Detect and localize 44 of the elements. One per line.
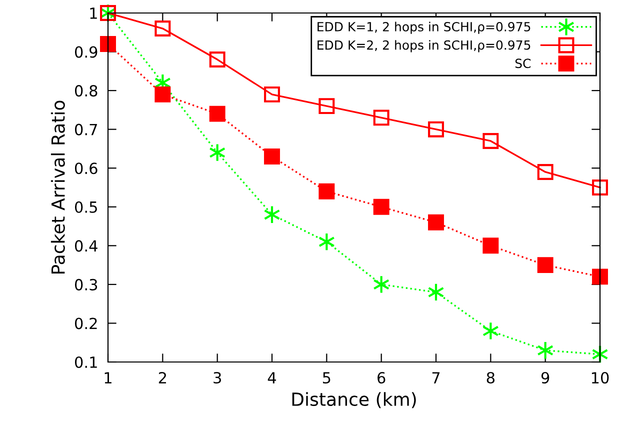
point [482, 238, 499, 254]
point [264, 148, 280, 164]
y-tick-label: 0.4 [74, 240, 98, 252]
x-tick-label: 7 [432, 372, 440, 384]
y-tick-label: 0.2 [74, 318, 97, 330]
point [482, 132, 499, 149]
point [209, 106, 226, 122]
y-tick-label: 0.9 [74, 46, 98, 58]
point [318, 98, 335, 114]
legend-label: EDD K=2, 2 hops in SCHI,ρ=0.975 [318, 40, 530, 52]
x-tick-label: 4 [268, 372, 276, 384]
x-tick-label: 9 [541, 372, 550, 384]
x-tick-label: 5 [322, 372, 330, 384]
y-tick-label: 0.8 [74, 85, 98, 97]
point [373, 110, 390, 126]
point [592, 180, 608, 196]
y-tick-label: 0.6 [74, 162, 98, 174]
x-axis-title: Distance (km) [292, 392, 416, 408]
x-tick-label: 3 [214, 372, 221, 384]
y-tick-label: 1 [90, 8, 97, 19]
point [154, 86, 171, 102]
x-tick-label: 1 [104, 372, 112, 384]
point [373, 198, 390, 215]
x-tick-label: 2 [158, 372, 166, 384]
point [428, 214, 444, 230]
y-tick-label: 0.3 [74, 278, 98, 290]
point [537, 164, 554, 180]
y-tick-label: 0.7 [74, 124, 97, 136]
y-tick-label: 0.1 [74, 356, 97, 368]
point [318, 183, 335, 200]
point [537, 257, 554, 274]
point [100, 36, 116, 52]
point [264, 86, 280, 102]
y-tick-label: 0.5 [74, 201, 97, 213]
x-tick-label: 6 [378, 372, 386, 384]
point [428, 121, 444, 138]
legend-label: EDD K=1, 2 hops in SCHI,ρ=0.975 [318, 22, 530, 34]
point [154, 20, 171, 36]
legend-label: SC [515, 58, 531, 68]
x-tick-label: 10 [592, 372, 609, 384]
x-tick-label: 8 [486, 372, 494, 384]
point [592, 268, 608, 285]
point [209, 52, 226, 68]
y-axis-title: Packet Arrival Ratio [50, 100, 65, 274]
